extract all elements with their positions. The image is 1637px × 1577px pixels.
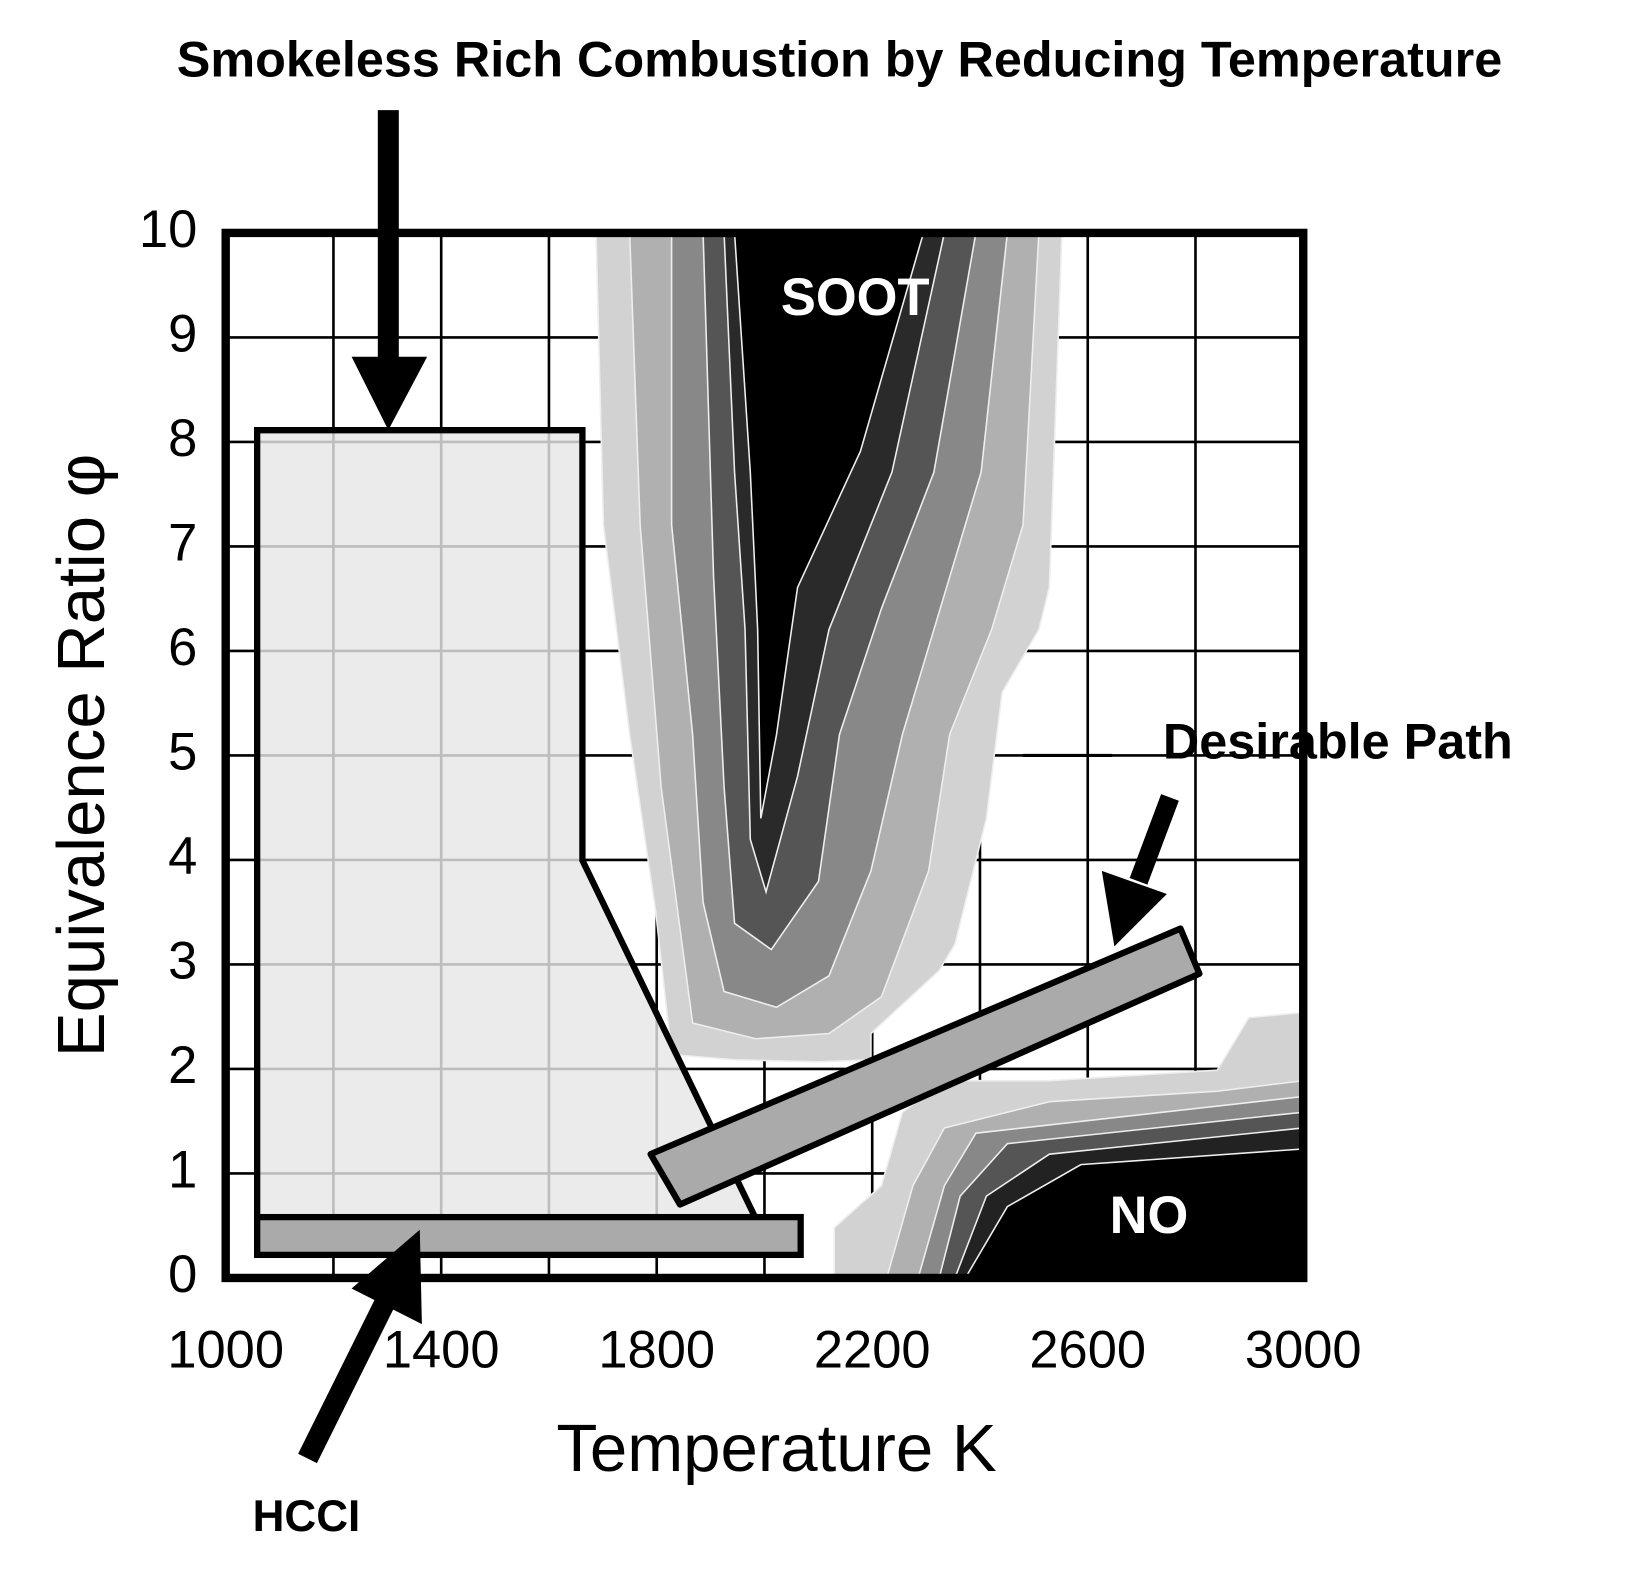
y-tick-label: 4 [168,828,197,886]
y-tick-label: 7 [168,514,197,572]
x-tick-label: 1800 [598,1321,715,1379]
x-tick-label: 2600 [1029,1321,1146,1379]
hcci-region [254,1213,804,1259]
arrow-shaft [298,1291,398,1464]
soot-label: SOOT [781,269,930,327]
y-axis-label: Equivalence Ratio φ [44,454,119,1057]
x-axis-label: Temperature K [556,1411,997,1486]
desirable-path-region [647,925,1203,1208]
arrow-head [351,1229,422,1325]
chart-title: Smokeless Rich Combustion by Reducing Te… [177,30,1502,87]
y-tick-label: 1 [168,1141,197,1199]
no-contours [833,1011,1305,1279]
arrow-head [351,356,428,431]
y-tick-label: 0 [168,1246,197,1304]
y-tick-label: 6 [168,619,197,677]
y-tick-label: 5 [168,723,197,781]
y-tick-label: 3 [168,932,197,990]
x-tick-label: 3000 [1245,1321,1362,1379]
y-tick-label: 2 [168,1037,197,1095]
y-tick-label: 10 [139,201,197,259]
no-label: NO [1110,1187,1189,1245]
y-tick-label: 8 [168,410,197,468]
x-tick-label: 1400 [383,1321,500,1379]
hcci-label: HCCI [253,1492,361,1541]
arrow-shaft [1129,794,1179,885]
x-tick-label: 2200 [814,1321,931,1379]
x-tick-label: 1000 [167,1321,284,1379]
plot-frame [221,228,1308,1283]
y-tick-label: 9 [168,305,197,363]
arrows [298,110,1179,1464]
arrow-head [1101,870,1167,947]
ticks: 0 1 2 3 4 5 6 7 8 9 10 1000 1400 1800 2200 2600 3000 [139,201,1362,1380]
smokeless-rich-region [254,427,777,1254]
soot-contours [595,232,1063,1063]
contour [733,232,925,819]
desirable-path-label: Desirable Path [1163,712,1513,769]
